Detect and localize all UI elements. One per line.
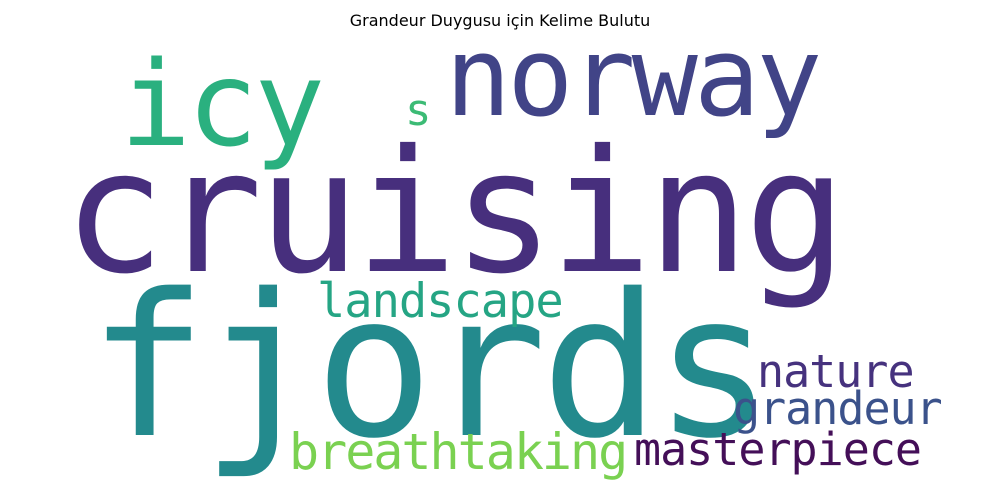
page-title: Grandeur Duygusu için Kelime Bulutu	[349, 11, 651, 30]
word-landscape: landscape	[317, 274, 564, 329]
word-masterpiece: masterpiece	[634, 423, 922, 476]
word-cruising: cruising	[63, 114, 847, 312]
word-fjords: fjords	[88, 251, 773, 482]
word-icy: icy	[120, 35, 325, 173]
word-breathtaking: breathtaking	[289, 423, 628, 481]
word-nature: nature	[757, 345, 915, 398]
word-s: s	[405, 85, 432, 136]
word-grandeur: grandeur	[733, 382, 943, 435]
word-norway: norway	[445, 13, 822, 141]
